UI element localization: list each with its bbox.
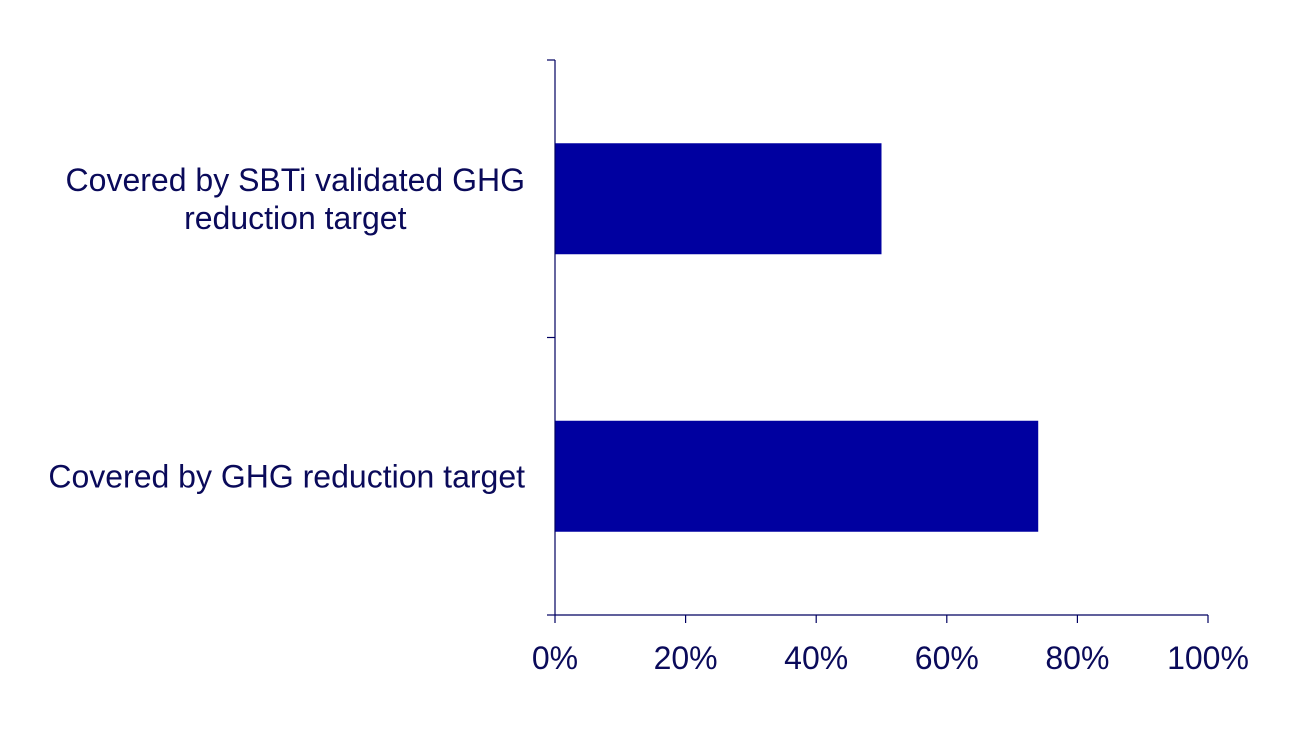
category-label-line: reduction target xyxy=(184,200,406,236)
x-ticks-group xyxy=(554,615,1209,623)
x-tick-labels-group: 0% 20% 40% 60% 80% 100% xyxy=(532,640,1249,676)
x-tick-label: 20% xyxy=(654,640,718,676)
bar xyxy=(555,143,882,255)
category-label: Covered by SBTi validated GHG reduction t… xyxy=(66,162,525,236)
x-tick-label: 100% xyxy=(1167,640,1249,676)
category-labels-group: Covered by SBTi validated GHG reduction t… xyxy=(48,162,525,495)
y-ticks-group xyxy=(547,59,555,616)
category-label-line: Covered by GHG reduction target xyxy=(48,458,525,494)
x-tick-label: 0% xyxy=(532,640,578,676)
bar xyxy=(555,420,1039,532)
x-tick-label: 60% xyxy=(915,640,979,676)
category-label: Covered by GHG reduction target xyxy=(48,458,525,494)
category-label-line: Covered by SBTi validated GHG xyxy=(66,162,525,198)
bars-group xyxy=(555,143,1039,532)
x-tick-label: 40% xyxy=(784,640,848,676)
x-tick-label: 80% xyxy=(1045,640,1109,676)
